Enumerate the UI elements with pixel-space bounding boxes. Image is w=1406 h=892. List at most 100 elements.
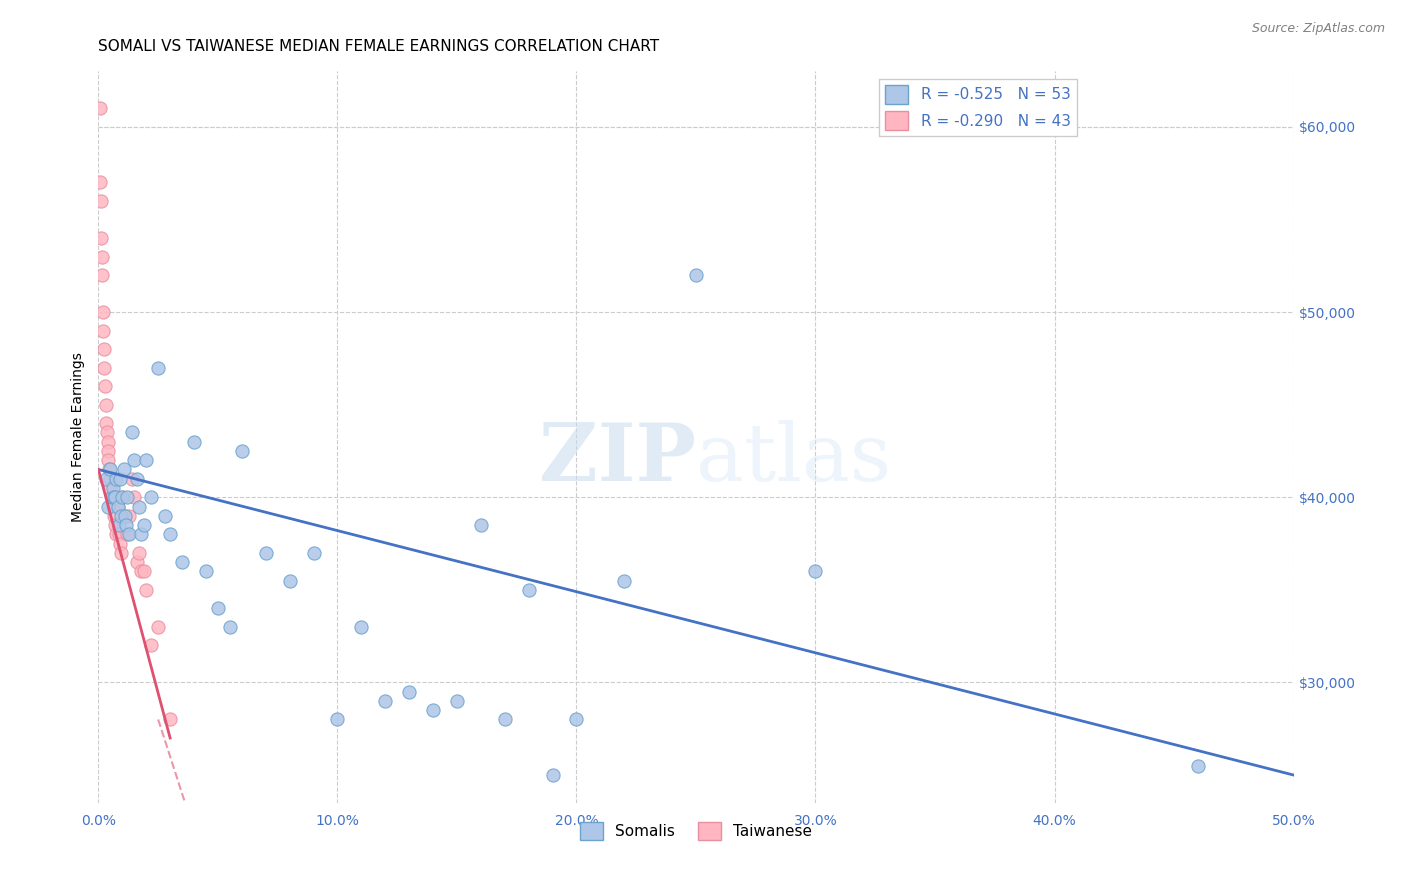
Point (398, 684, 420, 698)
Point (90, 250, 112, 264)
Point (115, 490, 138, 504)
Point (103, 508, 125, 523)
Point (195, 565, 218, 579)
Point (118, 527, 141, 541)
Point (111, 490, 134, 504)
Point (101, 500, 124, 514)
Point (98, 462, 122, 476)
Point (115, 518, 138, 533)
Point (91, 268, 114, 282)
Point (104, 490, 127, 504)
Point (131, 527, 153, 541)
Point (207, 601, 229, 615)
Point (125, 472, 148, 486)
Point (326, 713, 349, 727)
Point (107, 527, 129, 541)
Point (96, 416, 118, 430)
Point (94, 472, 117, 486)
Point (155, 508, 177, 523)
Point (128, 500, 150, 514)
Point (94, 379, 117, 393)
Point (93, 360, 115, 375)
Point (91, 324, 114, 338)
Point (219, 620, 242, 634)
Point (90, 194, 112, 208)
Point (135, 582, 157, 597)
Point (128, 546, 150, 560)
Point (100, 490, 122, 504)
Point (114, 508, 136, 523)
Point (104, 518, 127, 533)
Point (685, 268, 707, 282)
Point (148, 360, 170, 375)
Point (494, 713, 516, 727)
Point (183, 434, 205, 449)
Point (139, 639, 162, 653)
Point (94, 398, 117, 412)
Point (470, 518, 492, 533)
Point (565, 713, 588, 727)
Point (132, 565, 155, 579)
Point (446, 694, 468, 708)
Point (121, 472, 143, 486)
Y-axis label: Median Female Earnings: Median Female Earnings (70, 352, 84, 522)
Point (121, 425, 143, 440)
Point (172, 555, 194, 569)
Point (541, 768, 564, 782)
Point (96, 434, 118, 449)
Point (107, 518, 129, 533)
Point (517, 582, 540, 597)
Point (148, 620, 170, 634)
Point (139, 490, 162, 504)
Point (93, 342, 115, 356)
Point (374, 694, 396, 708)
Point (159, 527, 181, 541)
Point (135, 453, 157, 467)
Point (108, 536, 131, 550)
Point (101, 481, 124, 495)
Point (350, 620, 373, 634)
Point (112, 462, 135, 476)
Point (118, 508, 141, 523)
Point (107, 500, 129, 514)
Point (98, 481, 122, 495)
Point (89, 176, 111, 190)
Point (97, 500, 120, 514)
Text: SOMALI VS TAIWANESE MEDIAN FEMALE EARNINGS CORRELATION CHART: SOMALI VS TAIWANESE MEDIAN FEMALE EARNIN… (98, 38, 659, 54)
Point (159, 713, 181, 727)
Point (97, 444, 120, 458)
Point (114, 508, 136, 523)
Point (100, 490, 122, 504)
Text: ZIP: ZIP (538, 420, 696, 498)
Point (105, 527, 128, 541)
Point (111, 490, 134, 504)
Point (89, 102, 111, 116)
Point (278, 574, 301, 588)
Point (107, 500, 129, 514)
Point (115, 527, 138, 541)
Point (131, 565, 153, 579)
Point (91, 305, 114, 319)
Point (98, 462, 121, 476)
Point (103, 490, 125, 504)
Point (98, 472, 121, 486)
Point (124, 490, 146, 504)
Point (96, 425, 118, 440)
Point (231, 444, 253, 458)
Point (132, 518, 155, 533)
Point (613, 574, 636, 588)
Point (97, 453, 120, 467)
Point (302, 546, 325, 560)
Legend: Somalis, Taiwanese: Somalis, Taiwanese (574, 815, 818, 847)
Point (110, 508, 132, 523)
Point (90, 231, 112, 245)
Point (124, 453, 146, 467)
Point (105, 472, 128, 486)
Text: Source: ZipAtlas.com: Source: ZipAtlas.com (1251, 22, 1385, 36)
Point (110, 546, 132, 560)
Point (108, 472, 131, 486)
Point (1187, 758, 1209, 772)
Point (254, 546, 277, 560)
Text: atlas: atlas (696, 420, 891, 498)
Point (125, 555, 148, 569)
